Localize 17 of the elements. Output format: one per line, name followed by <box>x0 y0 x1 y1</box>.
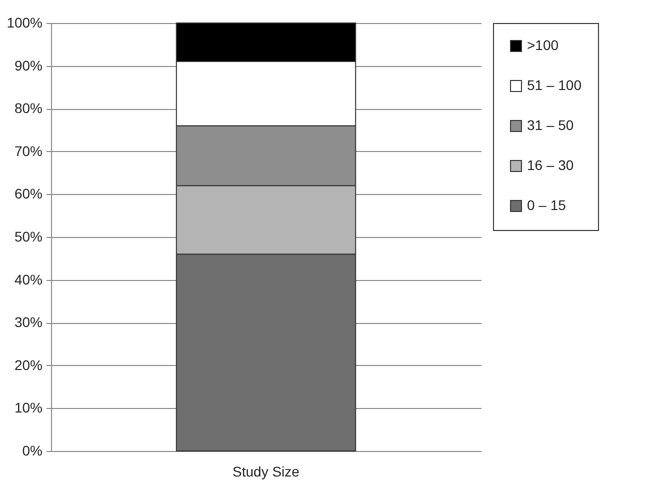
legend-label: 0 – 15 <box>527 197 566 213</box>
y-tick-label: 100% <box>6 14 42 30</box>
y-tick-label: 30% <box>14 314 42 330</box>
y-tick-label: 10% <box>14 400 42 416</box>
y-tick-label: 70% <box>14 142 42 159</box>
y-tick-label: 0% <box>22 442 42 458</box>
legend-label: >100 <box>527 37 559 53</box>
legend-label: 51 – 100 <box>527 77 582 93</box>
legend-label: 31 – 50 <box>527 117 574 133</box>
y-tick-label: 60% <box>14 186 42 202</box>
y-tick-label: 80% <box>14 100 42 116</box>
y-tick-label: 90% <box>14 57 42 74</box>
x-tick-label: Study Size <box>232 464 300 480</box>
y-tick-label: 50% <box>14 228 42 244</box>
legend-label: 16 – 30 <box>527 157 574 173</box>
y-tick-label: 40% <box>14 271 42 288</box>
y-tick-label: 20% <box>14 356 42 373</box>
